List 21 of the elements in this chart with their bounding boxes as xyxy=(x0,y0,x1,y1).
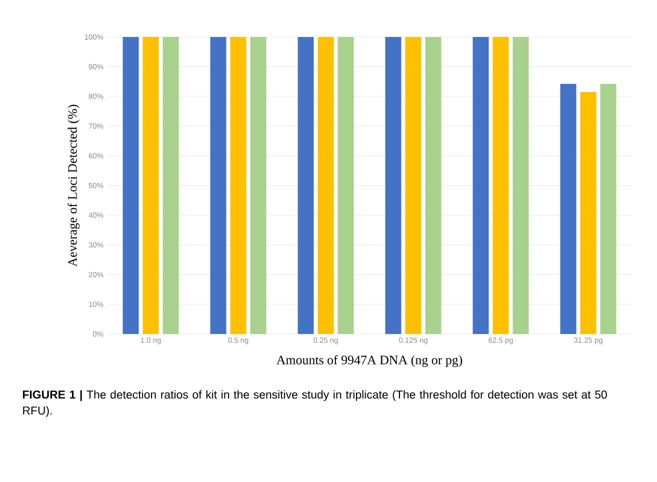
bar xyxy=(492,36,509,334)
bar xyxy=(512,36,529,334)
bar xyxy=(580,92,596,334)
bar xyxy=(298,36,314,334)
bar xyxy=(318,36,334,334)
bar xyxy=(425,36,442,334)
y-axis-title: Aeverage of Loci Detected (%) xyxy=(68,104,80,267)
text: FIGURE 1 | The detection ratios of kit in the sensitive study in triplicate (The threshold for detection was set at 50 RFU). xyxy=(22,390,607,417)
bar xyxy=(338,36,354,334)
bar xyxy=(250,36,266,334)
bar xyxy=(210,36,226,334)
bar xyxy=(600,84,616,334)
bar xyxy=(385,36,402,334)
x-axis-title: Amounts of 9947A DNA (ng or pg) xyxy=(276,355,462,368)
bar xyxy=(472,36,489,334)
bar xyxy=(142,36,159,334)
bar xyxy=(162,36,179,334)
bar xyxy=(122,36,139,334)
bar xyxy=(405,36,422,334)
bar xyxy=(230,36,246,334)
bar xyxy=(560,84,576,334)
